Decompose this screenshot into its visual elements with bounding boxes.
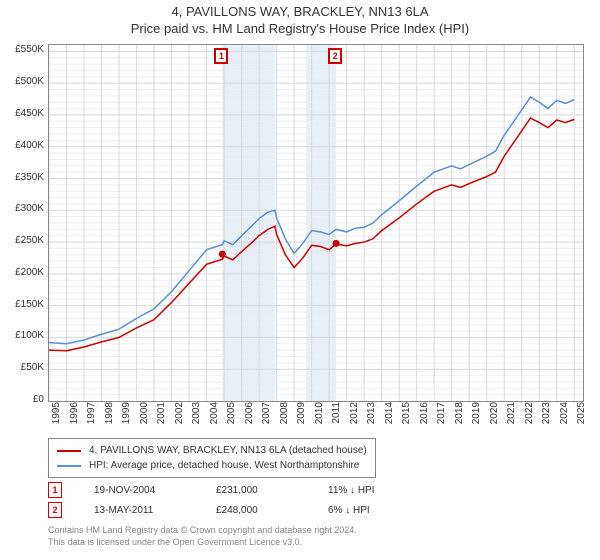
- x-tick-label: 2015: [401, 402, 412, 432]
- y-tick-label: £0: [4, 394, 44, 405]
- y-tick-label: £100K: [4, 330, 44, 341]
- footer-line-1: Contains HM Land Registry data © Crown c…: [48, 525, 357, 537]
- x-tick-label: 2024: [559, 402, 570, 432]
- transaction-marker: 2: [48, 502, 62, 518]
- x-tick-label: 2011: [331, 402, 342, 432]
- plot-svg: [49, 45, 583, 401]
- y-tick-label: £200K: [4, 267, 44, 278]
- y-tick-label: £450K: [4, 108, 44, 119]
- transaction-price: £248,000: [216, 505, 296, 516]
- y-tick-label: £50K: [4, 362, 44, 373]
- x-tick-label: 2014: [384, 402, 395, 432]
- title-line-1: 4, PAVILLONS WAY, BRACKLEY, NN13 6LA: [0, 4, 600, 21]
- y-tick-label: £300K: [4, 203, 44, 214]
- footer-attribution: Contains HM Land Registry data © Crown c…: [48, 525, 357, 548]
- transaction-price: £231,000: [216, 485, 296, 496]
- x-tick-label: 2006: [244, 402, 255, 432]
- x-tick-label: 2023: [541, 402, 552, 432]
- x-tick-label: 2017: [436, 402, 447, 432]
- plot-area: [48, 44, 584, 402]
- y-tick-label: £150K: [4, 299, 44, 310]
- transaction-delta: 6% ↓ HPI: [328, 505, 370, 516]
- x-tick-label: 2004: [209, 402, 220, 432]
- legend-swatch: [57, 450, 81, 452]
- x-tick-label: 2005: [226, 402, 237, 432]
- chart-container: 4, PAVILLONS WAY, BRACKLEY, NN13 6LA Pri…: [0, 0, 600, 560]
- x-tick-label: 1998: [104, 402, 115, 432]
- legend-item: 4, PAVILLONS WAY, BRACKLEY, NN13 6LA (de…: [57, 443, 367, 458]
- x-tick-label: 2003: [191, 402, 202, 432]
- x-tick-label: 2016: [419, 402, 430, 432]
- x-tick-label: 1997: [86, 402, 97, 432]
- y-tick-label: £500K: [4, 76, 44, 87]
- transaction-row: 1 19-NOV-2004 £231,000 11% ↓ HPI: [48, 480, 375, 500]
- chart-marker-1: 1: [214, 48, 228, 64]
- x-tick-label: 2007: [261, 402, 272, 432]
- chart-marker-2: 2: [328, 48, 342, 64]
- x-tick-label: 2018: [454, 402, 465, 432]
- transaction-date: 13-MAY-2011: [94, 505, 184, 516]
- x-tick-label: 2012: [349, 402, 360, 432]
- chart-title: 4, PAVILLONS WAY, BRACKLEY, NN13 6LA Pri…: [0, 0, 600, 38]
- x-tick-label: 2010: [314, 402, 325, 432]
- x-tick-label: 2013: [366, 402, 377, 432]
- legend-label: 4, PAVILLONS WAY, BRACKLEY, NN13 6LA (de…: [89, 443, 367, 458]
- y-tick-label: £350K: [4, 172, 44, 183]
- x-tick-label: 2021: [506, 402, 517, 432]
- x-tick-label: 1999: [121, 402, 132, 432]
- footer-line-2: This data is licensed under the Open Gov…: [48, 537, 357, 549]
- transaction-row: 2 13-MAY-2011 £248,000 6% ↓ HPI: [48, 500, 375, 520]
- legend-item: HPI: Average price, detached house, West…: [57, 458, 367, 473]
- transaction-delta: 11% ↓ HPI: [328, 485, 375, 496]
- x-tick-label: 2002: [174, 402, 185, 432]
- legend-swatch: [57, 465, 81, 467]
- x-tick-label: 2025: [576, 402, 587, 432]
- title-line-2: Price paid vs. HM Land Registry's House …: [0, 21, 600, 38]
- x-tick-label: 1995: [51, 402, 62, 432]
- transaction-table: 1 19-NOV-2004 £231,000 11% ↓ HPI 2 13-MAY-201…: [48, 480, 375, 520]
- legend: 4, PAVILLONS WAY, BRACKLEY, NN13 6LA (de…: [48, 438, 376, 478]
- x-tick-label: 2008: [279, 402, 290, 432]
- y-tick-label: £550K: [4, 44, 44, 55]
- x-tick-label: 2022: [524, 402, 535, 432]
- x-tick-label: 2000: [139, 402, 150, 432]
- x-tick-label: 1996: [69, 402, 80, 432]
- transaction-date: 19-NOV-2004: [94, 485, 184, 496]
- transaction-marker: 1: [48, 482, 62, 498]
- x-tick-label: 2019: [471, 402, 482, 432]
- x-tick-label: 2020: [489, 402, 500, 432]
- x-tick-label: 2009: [296, 402, 307, 432]
- y-tick-label: £250K: [4, 235, 44, 246]
- x-tick-label: 2001: [156, 402, 167, 432]
- legend-label: HPI: Average price, detached house, West…: [89, 458, 359, 473]
- y-tick-label: £400K: [4, 140, 44, 151]
